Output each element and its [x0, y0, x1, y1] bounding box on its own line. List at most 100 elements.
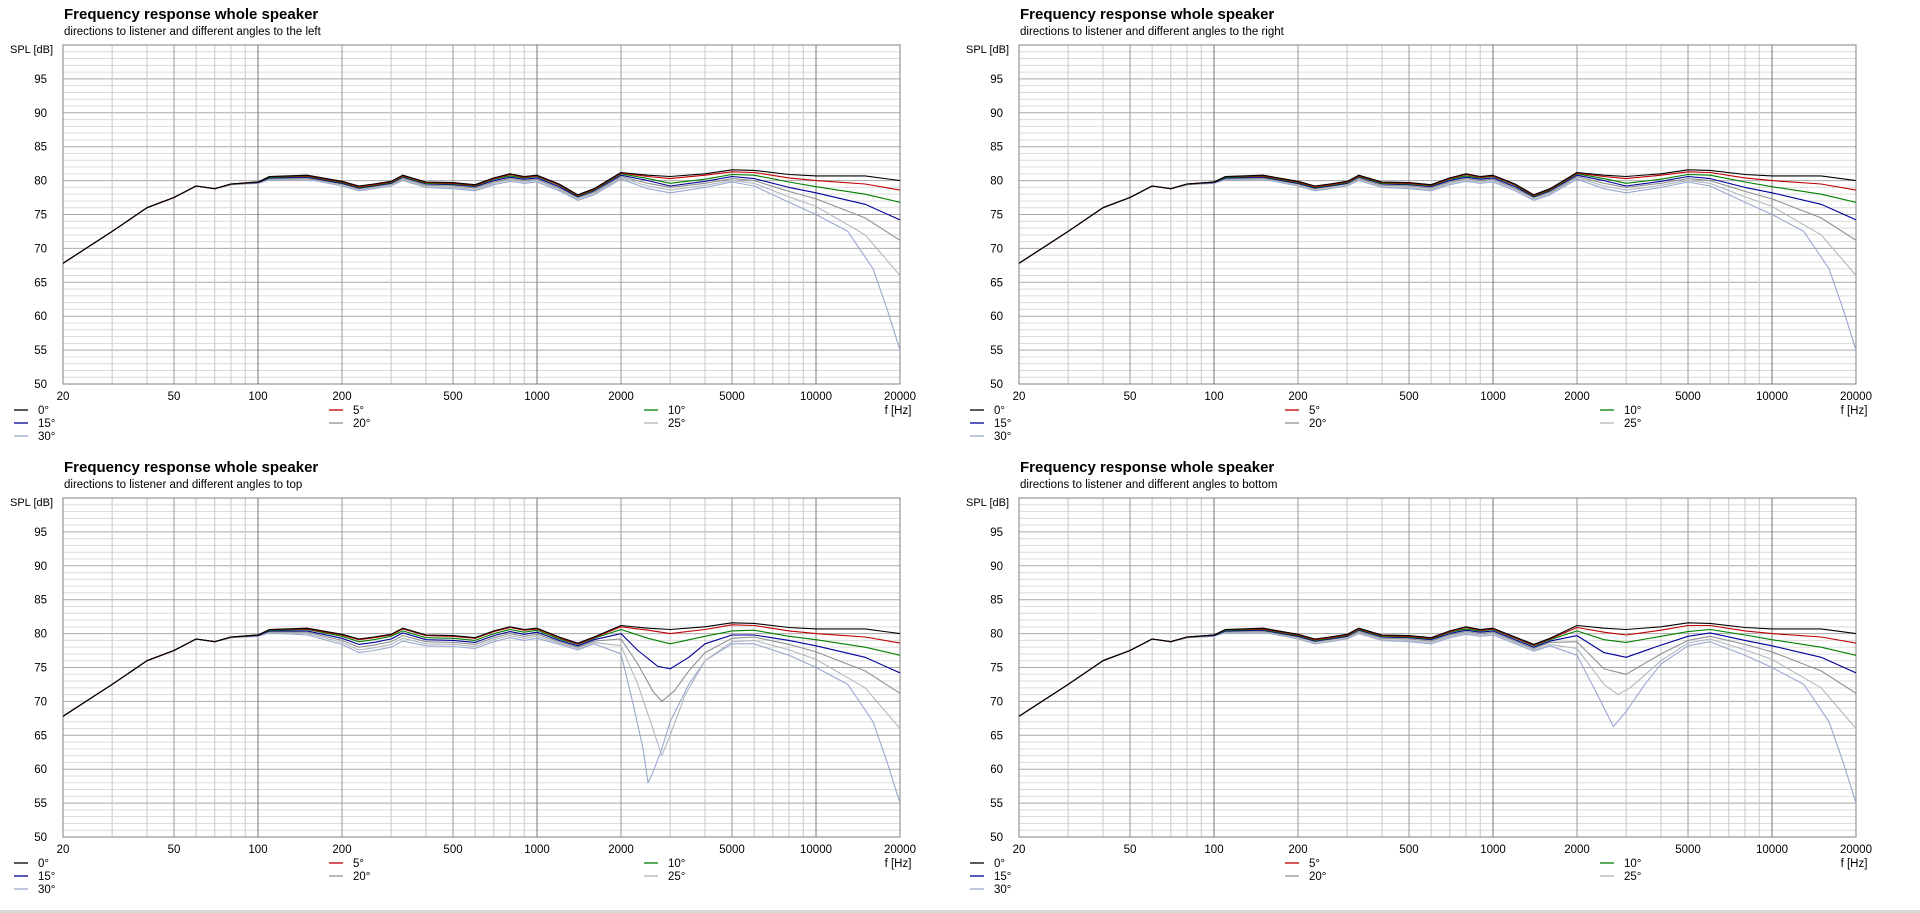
series-line-0deg: [1019, 622, 1856, 717]
x-tick-label: 50: [1124, 391, 1137, 403]
series-group: [1019, 169, 1856, 351]
legend-label: 25°: [1624, 418, 1641, 430]
x-tick-label: 50: [168, 391, 181, 403]
y-tick-label: 80: [34, 629, 47, 641]
x-tick-label: 2000: [1564, 391, 1590, 403]
chart-title: Frequency response whole speaker: [1020, 6, 1274, 23]
chart-panel-3: Frequency response whole speaker directio…: [10, 459, 916, 896]
y-tick-label: 85: [34, 142, 47, 154]
chart-title: Frequency response whole speaker: [1020, 459, 1274, 476]
y-tick-label: 75: [34, 210, 47, 222]
legend-label: 25°: [668, 418, 685, 430]
y-tick-label: 65: [990, 730, 1003, 742]
x-tick-label: 2000: [608, 844, 634, 856]
x-tick-label: 100: [248, 844, 267, 856]
x-tick-label: 50: [168, 844, 181, 856]
x-tick-label: 500: [443, 844, 462, 856]
x-tick-label: 50: [1124, 844, 1137, 856]
y-tick-label: 55: [990, 798, 1003, 810]
y-tick-label: 75: [990, 210, 1003, 222]
x-tick-label: 20: [1013, 844, 1026, 856]
chart-title: Frequency response whole speaker: [64, 459, 318, 476]
plot-frame: [62, 44, 901, 385]
x-tick-label: 10000: [800, 844, 832, 856]
chart-title: Frequency response whole speaker: [64, 6, 318, 23]
chart-panel-4: Frequency response whole speaker directio…: [966, 459, 1872, 896]
y-tick-label: 55: [34, 345, 47, 357]
legend-label: 0°: [994, 858, 1005, 870]
x-tick-label: 20000: [1840, 844, 1872, 856]
y-tick-label: 50: [34, 379, 47, 391]
legend-label: 15°: [994, 871, 1011, 883]
y-tick-label: 95: [34, 527, 47, 539]
x-tick-label: 5000: [719, 844, 745, 856]
y-tick-label: 50: [990, 379, 1003, 391]
series-line-0deg: [1019, 169, 1856, 264]
x-tick-label: 200: [332, 844, 351, 856]
x-tick-label: 20000: [884, 844, 916, 856]
plot-frame: [62, 497, 901, 838]
y-tick-label: 50: [34, 832, 47, 844]
plot-frame: [1018, 44, 1857, 385]
y-tick-label: 65: [990, 277, 1003, 289]
y-axis-unit: SPL [dB]: [10, 44, 53, 56]
x-tick-label: 10000: [1756, 844, 1788, 856]
y-tick-label: 85: [990, 595, 1003, 607]
legend-label: 0°: [38, 405, 49, 417]
x-axis-unit: f [Hz]: [885, 405, 912, 417]
x-tick-label: 10000: [1756, 391, 1788, 403]
x-tick-label: 1000: [524, 391, 550, 403]
x-tick-label: 10000: [800, 391, 832, 403]
y-tick-label: 75: [990, 663, 1003, 675]
y-tick-label: 95: [34, 74, 47, 86]
window-bottom-border: [0, 910, 1920, 913]
y-tick-label: 85: [990, 142, 1003, 154]
x-tick-label: 20: [57, 844, 70, 856]
x-tick-label: 2000: [608, 391, 634, 403]
series-group: [63, 622, 900, 804]
y-tick-label: 95: [990, 527, 1003, 539]
legend-label: 15°: [994, 418, 1011, 430]
chart-subtitle: directions to listener and different ang…: [64, 26, 322, 38]
x-tick-label: 100: [1204, 844, 1223, 856]
legend-label: 10°: [668, 858, 685, 870]
legend-label: 20°: [1309, 871, 1326, 883]
x-tick-label: 5000: [1675, 844, 1701, 856]
y-tick-label: 90: [990, 108, 1003, 120]
y-tick-label: 55: [990, 345, 1003, 357]
series-group: [63, 169, 900, 351]
y-tick-label: 60: [34, 764, 47, 776]
y-tick-label: 70: [34, 696, 47, 708]
y-axis-unit: SPL [dB]: [966, 497, 1009, 509]
x-tick-label: 2000: [1564, 844, 1590, 856]
x-tick-label: 500: [443, 391, 462, 403]
x-axis-unit: f [Hz]: [885, 858, 912, 870]
y-tick-label: 60: [34, 311, 47, 323]
legend-label: 5°: [1309, 858, 1320, 870]
legend-label: 5°: [353, 858, 364, 870]
x-tick-label: 200: [332, 391, 351, 403]
chart-subtitle: directions to listener and different ang…: [64, 479, 302, 491]
x-tick-label: 20: [1013, 391, 1026, 403]
x-tick-label: 1000: [1480, 391, 1506, 403]
series-line-0deg: [63, 622, 900, 717]
x-tick-label: 500: [1399, 844, 1418, 856]
x-axis-unit: f [Hz]: [1841, 405, 1868, 417]
y-tick-label: 80: [990, 176, 1003, 188]
legend-label: 0°: [994, 405, 1005, 417]
y-tick-label: 90: [990, 561, 1003, 573]
legend-label: 5°: [353, 405, 364, 417]
x-tick-label: 200: [1288, 391, 1307, 403]
y-tick-label: 50: [990, 832, 1003, 844]
x-tick-label: 20000: [1840, 391, 1872, 403]
legend-label: 20°: [353, 871, 370, 883]
y-tick-label: 70: [990, 243, 1003, 255]
x-tick-label: 500: [1399, 391, 1418, 403]
chart-subtitle: directions to listener and different ang…: [1020, 26, 1285, 38]
legend-label: 0°: [38, 858, 49, 870]
x-axis-unit: f [Hz]: [1841, 858, 1868, 870]
legend-label: 10°: [668, 405, 685, 417]
chart-panel-2: Frequency response whole speaker directio…: [966, 6, 1872, 443]
y-tick-label: 60: [990, 764, 1003, 776]
